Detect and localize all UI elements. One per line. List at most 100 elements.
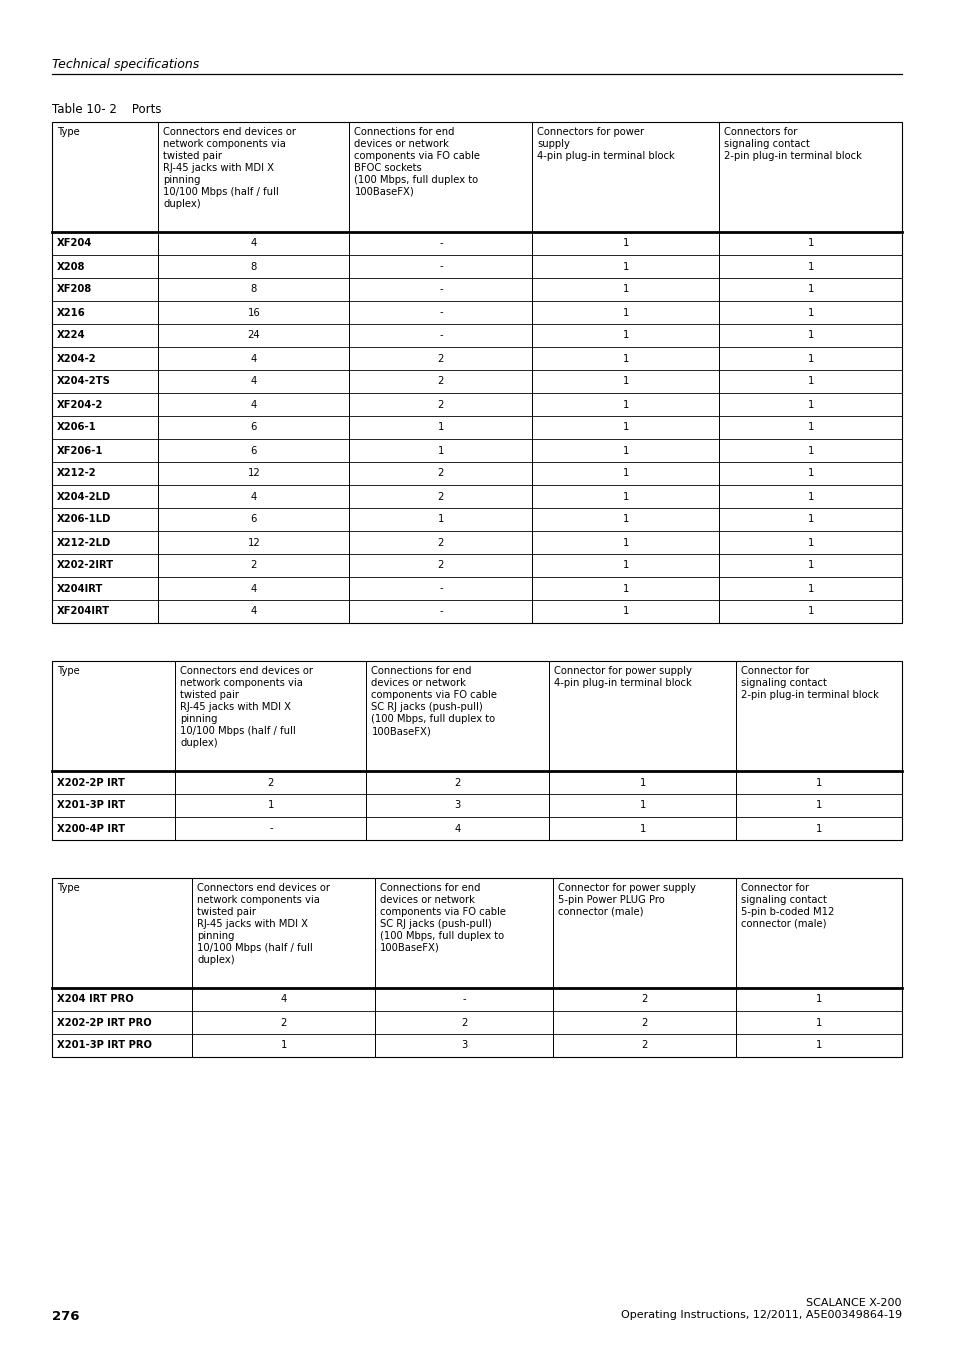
Text: 1: 1 — [806, 514, 813, 525]
Text: 1: 1 — [622, 285, 628, 294]
Text: 2: 2 — [437, 400, 443, 409]
Text: Connections for end
devices or network
components via FO cable
SC RJ jacks (push: Connections for end devices or network c… — [371, 666, 497, 736]
Text: 1: 1 — [622, 583, 628, 594]
Text: 1: 1 — [806, 423, 813, 432]
Text: 1: 1 — [806, 308, 813, 317]
Text: 2: 2 — [437, 468, 443, 478]
Text: 1: 1 — [280, 1041, 287, 1050]
Text: X204-2LD: X204-2LD — [57, 491, 112, 501]
Text: 2: 2 — [437, 377, 443, 386]
Text: Connectors end devices or
network components via
twisted pair
RJ-45 jacks with M: Connectors end devices or network compon… — [163, 127, 296, 209]
Text: X204-2TS: X204-2TS — [57, 377, 111, 386]
Text: 1: 1 — [622, 468, 628, 478]
Text: 1: 1 — [815, 801, 821, 810]
Text: 2: 2 — [460, 1018, 467, 1027]
Text: 1: 1 — [815, 778, 821, 787]
Text: Connectors for
signaling contact
2-pin plug-in terminal block: Connectors for signaling contact 2-pin p… — [723, 127, 862, 161]
Text: 2: 2 — [641, 995, 647, 1004]
Text: 1: 1 — [622, 606, 628, 617]
Text: 1: 1 — [622, 491, 628, 501]
Text: 1: 1 — [815, 1041, 821, 1050]
Text: 2: 2 — [251, 560, 256, 571]
Text: 1: 1 — [622, 560, 628, 571]
Text: -: - — [462, 995, 466, 1004]
Text: X200-4P IRT: X200-4P IRT — [57, 824, 125, 833]
Text: 1: 1 — [622, 354, 628, 363]
Text: XF208: XF208 — [57, 285, 92, 294]
Text: Type: Type — [57, 883, 80, 892]
Text: 1: 1 — [806, 583, 813, 594]
Text: 2: 2 — [455, 778, 460, 787]
Text: Connectors for power
supply
4-pin plug-in terminal block: Connectors for power supply 4-pin plug-i… — [537, 127, 675, 161]
Text: 1: 1 — [622, 239, 628, 248]
Text: 16: 16 — [247, 308, 260, 317]
Text: 1: 1 — [815, 824, 821, 833]
Text: -: - — [438, 308, 442, 317]
Text: 24: 24 — [247, 331, 260, 340]
Text: 3: 3 — [455, 801, 460, 810]
Text: -: - — [438, 262, 442, 271]
Text: X216: X216 — [57, 308, 86, 317]
Text: 1: 1 — [806, 537, 813, 548]
Text: 4: 4 — [455, 824, 460, 833]
Text: 8: 8 — [251, 262, 256, 271]
Text: 1: 1 — [622, 308, 628, 317]
Text: 1: 1 — [437, 446, 443, 455]
Text: 1: 1 — [268, 801, 274, 810]
Bar — [52, 878, 901, 1057]
Text: Connections for end
devices or network
components via FO cable
SC RJ jacks (push: Connections for end devices or network c… — [379, 883, 505, 953]
Text: 1: 1 — [437, 514, 443, 525]
Text: 1: 1 — [806, 239, 813, 248]
Text: X224: X224 — [57, 331, 86, 340]
Text: 1: 1 — [815, 995, 821, 1004]
Text: 1: 1 — [639, 801, 645, 810]
Text: 6: 6 — [251, 514, 256, 525]
Text: 4: 4 — [251, 491, 256, 501]
Text: 1: 1 — [622, 400, 628, 409]
Text: -: - — [438, 285, 442, 294]
Text: 2: 2 — [437, 491, 443, 501]
Text: X212-2LD: X212-2LD — [57, 537, 112, 548]
Text: 1: 1 — [806, 262, 813, 271]
Text: 1: 1 — [622, 377, 628, 386]
Text: -: - — [438, 239, 442, 248]
Text: 1: 1 — [639, 778, 645, 787]
Text: 12: 12 — [247, 537, 260, 548]
Text: 1: 1 — [806, 377, 813, 386]
Text: 4: 4 — [251, 606, 256, 617]
Text: 4: 4 — [251, 583, 256, 594]
Text: Connections for end
devices or network
components via FO cable
BFOC sockets
(100: Connections for end devices or network c… — [355, 127, 480, 197]
Text: 1: 1 — [622, 423, 628, 432]
Text: X212-2: X212-2 — [57, 468, 96, 478]
Text: 1: 1 — [639, 824, 645, 833]
Text: X202-2P IRT PRO: X202-2P IRT PRO — [57, 1018, 152, 1027]
Text: -: - — [438, 583, 442, 594]
Text: 1: 1 — [806, 606, 813, 617]
Text: 4: 4 — [251, 354, 256, 363]
Text: 1: 1 — [806, 491, 813, 501]
Text: X206-1: X206-1 — [57, 423, 96, 432]
Text: 1: 1 — [806, 331, 813, 340]
Text: X208: X208 — [57, 262, 86, 271]
Text: Connector for power supply
5-pin Power PLUG Pro
connector (male): Connector for power supply 5-pin Power P… — [558, 883, 696, 917]
Text: -: - — [438, 606, 442, 617]
Text: XF204-2: XF204-2 — [57, 400, 103, 409]
Text: Table 10- 2    Ports: Table 10- 2 Ports — [52, 103, 161, 116]
Text: 1: 1 — [806, 354, 813, 363]
Text: 1: 1 — [622, 514, 628, 525]
Text: -: - — [269, 824, 273, 833]
Text: 4: 4 — [251, 377, 256, 386]
Text: 1: 1 — [806, 468, 813, 478]
Text: X201-3P IRT PRO: X201-3P IRT PRO — [57, 1041, 152, 1050]
Text: X201-3P IRT: X201-3P IRT — [57, 801, 125, 810]
Text: Connector for
signaling contact
5-pin b-coded M12
connector (male): Connector for signaling contact 5-pin b-… — [740, 883, 834, 929]
Text: X204-2: X204-2 — [57, 354, 96, 363]
Text: Connector for power supply
4-pin plug-in terminal block: Connector for power supply 4-pin plug-in… — [554, 666, 691, 688]
Text: 4: 4 — [280, 995, 287, 1004]
Text: 6: 6 — [251, 446, 256, 455]
Text: 2: 2 — [437, 354, 443, 363]
Text: Connectors end devices or
network components via
twisted pair
RJ-45 jacks with M: Connectors end devices or network compon… — [197, 883, 330, 965]
Text: 1: 1 — [622, 331, 628, 340]
Text: 4: 4 — [251, 400, 256, 409]
Text: 4: 4 — [251, 239, 256, 248]
